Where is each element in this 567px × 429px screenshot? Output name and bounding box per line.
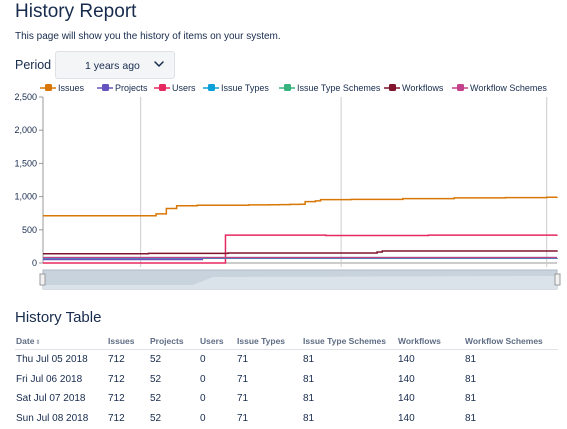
series-line [43,234,558,264]
table-cell: 81 [303,373,315,385]
table-row: Thu Jul 05 2018 712 52 0 71 81 140 81 [15,350,558,370]
history-table-title: History Table [15,309,102,326]
table-cell: 712 [108,354,125,366]
table-cell: 0 [200,393,206,405]
period-value: 1 years ago [85,60,140,72]
navigator-handle-left[interactable] [39,273,46,286]
table-cell: Sat Jul 07 2018 [16,393,86,405]
table-cell: 71 [237,393,249,405]
table-cell: Thu Jul 05 2018 [16,354,88,366]
period-label: Period [15,58,52,72]
legend-marker [389,84,396,91]
y-tick-label: 2,500 [14,92,37,102]
legend-marker [45,84,52,91]
table-cell: 140 [398,354,415,366]
y-tick-label: 500 [22,225,37,235]
y-tick-label: 0 [32,258,37,268]
table-row: Fri Jul 06 2018 712 52 0 71 81 140 81 [15,370,558,390]
table-cell: 712 [108,412,125,424]
legend-label: Workflows [402,83,444,93]
table-cell: 81 [303,354,315,366]
column-header-issues: Issues [107,333,149,350]
navigator-series [43,276,557,289]
table-cell: Fri Jul 06 2018 [16,373,83,385]
column-header-date[interactable]: Date⇕ [15,333,107,350]
column-header-users: Users [199,333,236,350]
legend-label: Issue Types [221,83,269,93]
legend-marker [208,84,215,91]
legend-label: Users [172,83,196,93]
sort-icon: ⇕ [35,340,41,346]
period-select[interactable]: 1 years ago [55,51,175,79]
table-cell: 52 [150,393,162,405]
table-cell: 712 [108,373,125,385]
series-line [43,196,558,217]
history-chart: 0 500 1,000 1,500 2,000 2,500 Issues Projects Us… [14,83,561,290]
table-cell: 71 [237,354,249,366]
table-cell: 81 [303,393,315,405]
table-cell: 81 [465,393,477,405]
table-cell: 712 [108,393,125,405]
y-tick-label: 1,500 [14,158,37,168]
column-header-projects: Projects [149,333,199,350]
table-cell: 52 [150,354,162,366]
table-cell: 71 [237,373,249,385]
table-cell: 140 [398,373,415,385]
table-cell: Sun Jul 08 2018 [16,412,89,424]
legend-label: Projects [115,83,148,93]
table-cell: 81 [465,354,477,366]
table-cell: 0 [200,412,206,424]
series-line [43,250,558,255]
legend-marker [457,84,464,91]
y-tick-label: 1,000 [14,192,37,202]
table-cell: 81 [465,373,477,385]
chevron-down-icon [154,61,164,67]
legend-label: Issue Type Schemes [297,83,381,93]
page-title: History Report [15,1,137,22]
table-cell: 52 [150,412,162,424]
column-header-workflows: Workflows [397,333,464,350]
column-header-label: Date [16,336,35,346]
navigator-handle-right[interactable] [554,273,561,286]
history-table: Date⇕ Issues Projects Users Issue Types … [15,333,558,428]
table-row: Sat Jul 07 2018 712 52 0 71 81 140 81 [15,389,558,409]
page-description: This page will show you the history of i… [15,31,281,42]
table-row: Sun Jul 08 2018 712 52 0 71 81 140 81 [15,409,558,429]
legend-label: Workflow Schemes [470,83,547,93]
table-header-row: Date⇕ Issues Projects Users Issue Types … [15,333,558,350]
column-header-issue-type-schemes: Issue Type Schemes [302,333,397,350]
column-header-workflow-schemes: Workflow Schemes [464,333,558,350]
y-tick-label: 2,000 [14,125,37,135]
table-cell: 140 [398,412,415,424]
table-cell: 71 [237,412,249,424]
legend-marker [159,84,166,91]
table-cell: 81 [465,412,477,424]
legend-marker [102,84,109,91]
column-header-issue-types: Issue Types [236,333,302,350]
legend-marker [284,84,291,91]
table-cell: 0 [200,373,206,385]
table-cell: 140 [398,393,415,405]
legend-label: Issues [58,83,85,93]
table-cell: 0 [200,354,206,366]
table-cell: 52 [150,373,162,385]
table-cell: 81 [303,412,315,424]
